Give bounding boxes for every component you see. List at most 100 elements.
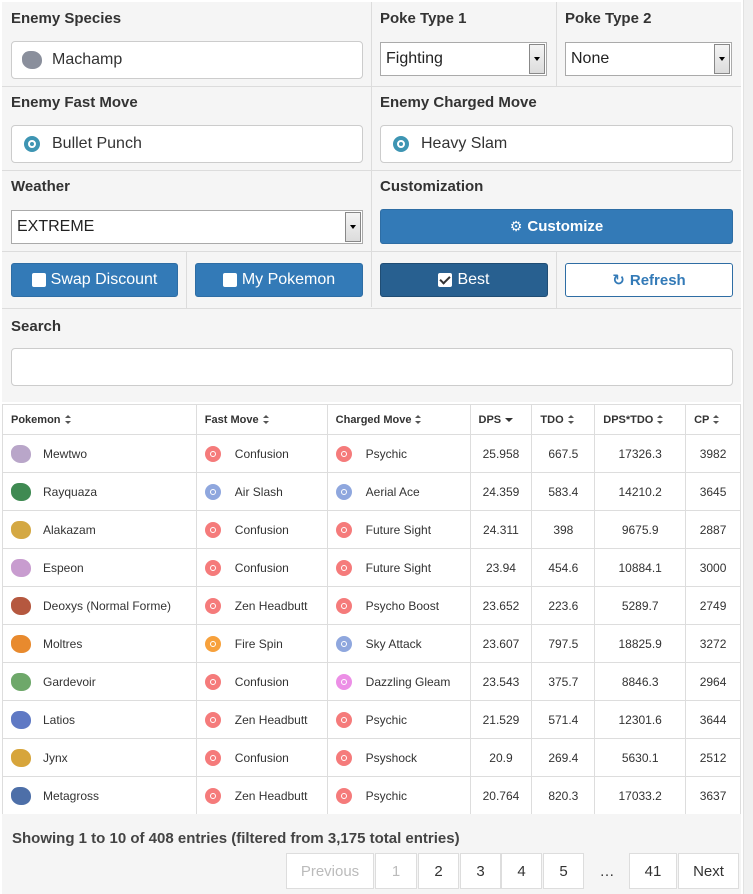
my-pokemon-button[interactable]: My Pokemon — [195, 263, 363, 297]
table-row[interactable]: Rayquaza Air Slash Aerial Ace 24.359 583.4 14… — [2, 472, 741, 511]
psychic-type-icon — [335, 711, 352, 728]
weather-value: EXTREME — [17, 218, 95, 235]
cp-cell: 2887 — [685, 510, 741, 549]
charged-move-cell: Aerial Ace — [326, 472, 471, 511]
table-row[interactable]: Alakazam Confusion Future Sight 24.311 398 96… — [2, 510, 741, 549]
table-row[interactable]: Metagross Zen Headbutt Psychic 20.764 820.3 1… — [2, 776, 741, 815]
page-2-button[interactable]: 2 — [418, 853, 459, 889]
enemy-species-input[interactable]: Machamp — [11, 41, 363, 79]
chevron-down-icon[interactable] — [529, 44, 545, 74]
weather-label: Weather — [11, 178, 70, 195]
column-header-charged-move[interactable]: Charged Move — [326, 404, 471, 435]
table-footer: Showing 1 to 10 of 408 entries (filtered… — [2, 814, 741, 894]
column-header-tdo[interactable]: TDO — [531, 404, 596, 435]
pokemon-name: Moltres — [43, 636, 83, 651]
next-page-button[interactable]: Next — [678, 853, 739, 889]
charged-move-name: Future Sight — [365, 560, 432, 575]
weather-select[interactable]: EXTREME — [11, 210, 363, 244]
refresh-button[interactable]: ↻ Refresh — [565, 263, 733, 297]
table-row[interactable]: Latios Zen Headbutt Psychic 21.529 571.4 1230… — [2, 700, 741, 739]
pokemon-cell: Deoxys (Normal Forme) — [2, 586, 197, 625]
charged-move-cell: Future Sight — [326, 510, 471, 549]
cp-cell: 3644 — [685, 700, 741, 739]
page-4-button[interactable]: 4 — [501, 853, 542, 889]
dps-tdo-cell: 17326.3 — [594, 434, 687, 473]
fast-move-cell: Zen Headbutt — [195, 776, 328, 815]
dps-cell: 23.652 — [469, 586, 533, 625]
swap-discount-button[interactable]: Swap Discount — [11, 263, 178, 297]
chevron-down-icon[interactable] — [714, 44, 730, 74]
poketype1-value: Fighting — [386, 50, 443, 67]
charged-move-label: Enemy Charged Move — [380, 94, 537, 111]
divider — [186, 252, 187, 308]
table-row[interactable]: Jynx Confusion Psyshock 20.9 269.4 5630.1 2512 — [2, 738, 741, 777]
best-button[interactable]: Best — [380, 263, 548, 297]
pokemon-sprite-icon — [11, 444, 31, 463]
column-header-cp[interactable]: CP — [685, 404, 741, 435]
fast-move-name: Confusion — [234, 446, 289, 461]
pokemon-cell: Mewtwo — [2, 434, 197, 473]
fast-move-cell: Air Slash — [195, 472, 328, 511]
fast-move-cell: Confusion — [195, 662, 328, 701]
charged-move-name: Future Sight — [365, 522, 432, 537]
scrollbar[interactable] — [743, 0, 753, 894]
customize-button[interactable]: ⚙ Customize — [380, 209, 733, 244]
psychic-type-icon — [204, 559, 221, 576]
fast-move-cell: Confusion — [195, 434, 328, 473]
enemy-charged-move-input[interactable]: Heavy Slam — [380, 125, 733, 163]
table-row[interactable]: Mewtwo Confusion Psychic 25.958 667.5 17326.3… — [2, 434, 741, 473]
enemy-fast-move-input[interactable]: Bullet Punch — [11, 125, 363, 163]
search-input[interactable] — [11, 348, 733, 386]
table-row[interactable]: Moltres Fire Spin Sky Attack 23.607 797.5 188… — [2, 624, 741, 663]
table-row[interactable]: Deoxys (Normal Forme) Zen Headbutt Psycho … — [2, 586, 741, 625]
dps-tdo-cell: 8846.3 — [594, 662, 687, 701]
chevron-down-icon[interactable] — [345, 212, 361, 242]
dps-tdo-cell: 9675.9 — [594, 510, 687, 549]
cp-cell: 2964 — [685, 662, 741, 701]
page-41-button[interactable]: 41 — [629, 853, 677, 889]
charged-move-cell: Dazzling Gleam — [326, 662, 471, 701]
psychic-type-icon — [204, 445, 221, 462]
psychic-type-icon — [204, 711, 221, 728]
pokemon-name: Rayquaza — [43, 484, 98, 499]
column-header-fast-move[interactable]: Fast Move — [195, 404, 328, 435]
page-5-button[interactable]: 5 — [543, 853, 584, 889]
column-header-pokemon[interactable]: Pokemon — [2, 404, 197, 435]
poketype2-value: None — [571, 50, 610, 67]
pokemon-cell: Moltres — [2, 624, 197, 663]
charged-move-cell: Psychic — [326, 776, 471, 815]
poketype1-select[interactable]: Fighting — [380, 42, 547, 76]
pokemon-name: Latios — [43, 712, 76, 727]
previous-page-button[interactable]: Previous — [286, 853, 374, 889]
page-3-button[interactable]: 3 — [460, 853, 501, 889]
results-table: Pokemon Fast Move Charged Move DPS TDO D… — [2, 404, 741, 815]
cp-cell: 3637 — [685, 776, 741, 815]
cp-cell: 3982 — [685, 434, 741, 473]
psychic-type-icon — [204, 521, 221, 538]
sort-icon — [567, 415, 574, 425]
pokemon-sprite-icon — [11, 710, 31, 729]
fast-move-label: Enemy Fast Move — [11, 94, 138, 111]
pagination-ellipsis: … — [599, 862, 615, 880]
column-header-dps-tdo[interactable]: DPS*TDO — [594, 404, 687, 435]
table-row[interactable]: Gardevoir Confusion Dazzling Gleam 23.543 37… — [2, 662, 741, 701]
tdo-cell: 223.6 — [531, 586, 596, 625]
fast-move-cell: Zen Headbutt — [195, 586, 328, 625]
psychic-type-icon — [204, 749, 221, 766]
checkbox-icon — [31, 273, 46, 287]
divider — [556, 2, 557, 86]
column-header-dps[interactable]: DPS — [469, 404, 533, 435]
poketype2-select[interactable]: None — [565, 42, 732, 76]
poketype2-label: Poke Type 2 — [565, 10, 652, 27]
table-row[interactable]: Espeon Confusion Future Sight 23.94 454.6 108… — [2, 548, 741, 587]
divider — [2, 251, 741, 252]
fast-move-name: Confusion — [234, 750, 289, 765]
dps-tdo-cell: 12301.6 — [594, 700, 687, 739]
page-1-button[interactable]: 1 — [375, 853, 417, 889]
pokemon-cell: Espeon — [2, 548, 197, 587]
pokemon-cell: Metagross — [2, 776, 197, 815]
swap-discount-label: Swap Discount — [50, 271, 158, 288]
pokemon-sprite-icon — [11, 672, 31, 691]
pokemon-name: Mewtwo — [43, 446, 88, 461]
entries-info: Showing 1 to 10 of 408 entries (filtered… — [12, 830, 460, 847]
